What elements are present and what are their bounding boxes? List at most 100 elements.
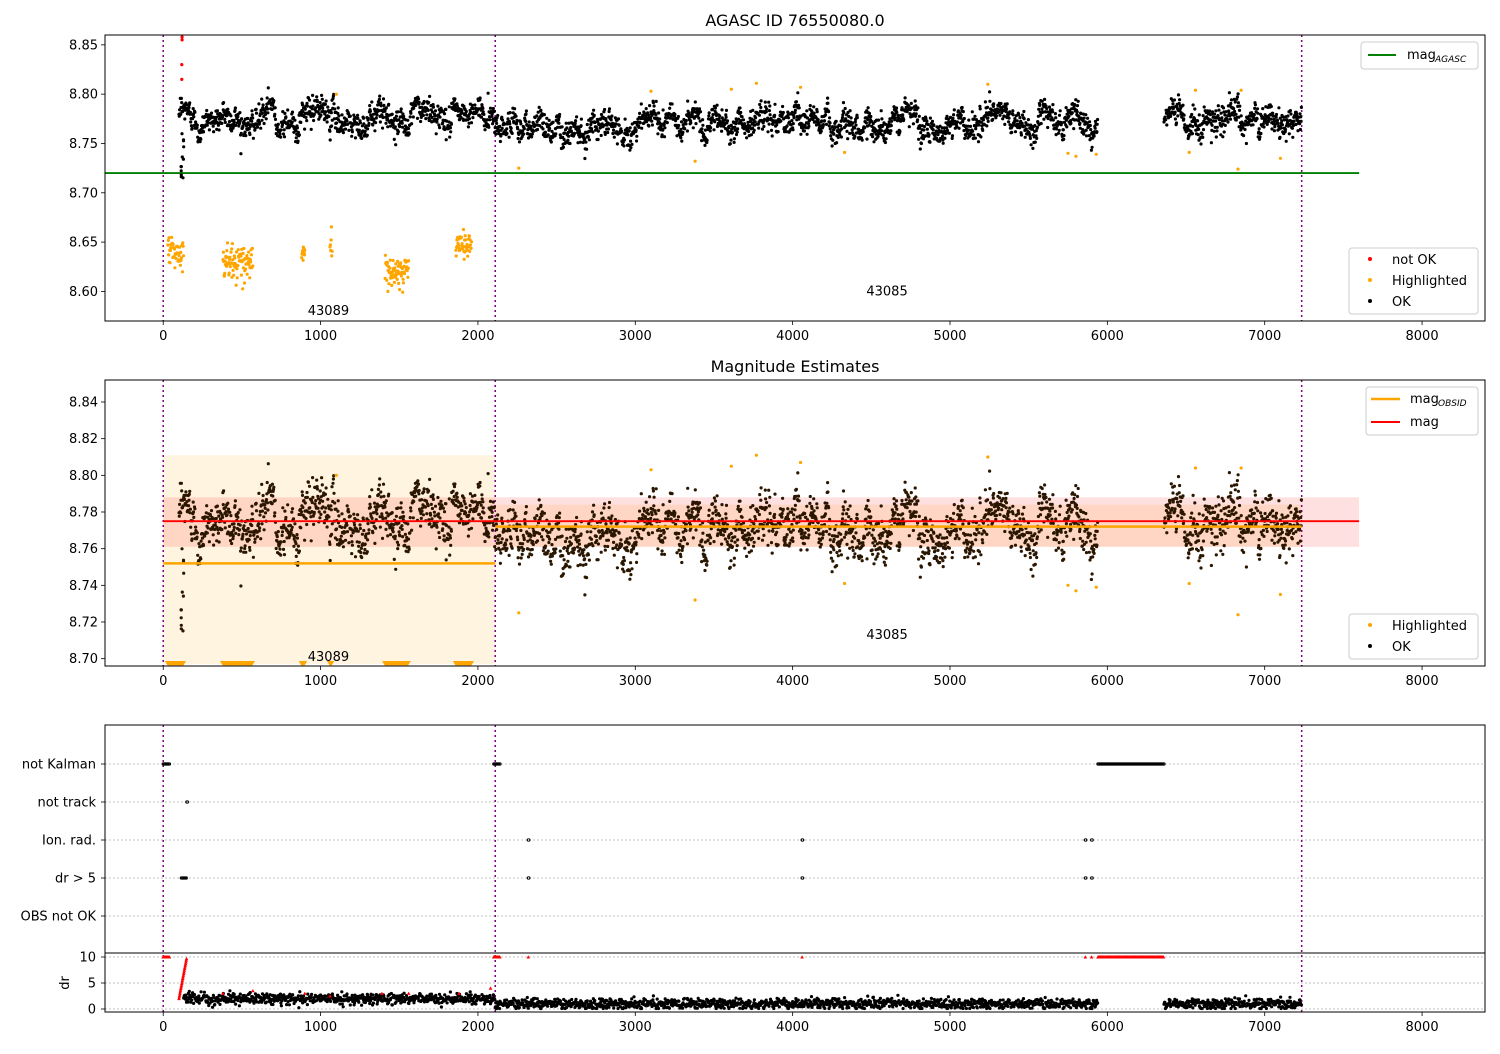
ok-point [1198,113,1201,116]
ok-point [606,131,609,134]
ok-point [791,128,794,131]
ok-point [340,535,343,538]
highlighted-point [1279,157,1282,160]
ok-point [448,497,451,500]
ok-point [1222,106,1225,109]
ok-point [820,130,823,133]
ok-point [1277,106,1280,109]
ok-point [945,115,948,118]
ok-point [668,500,671,503]
ok-point [679,555,682,558]
ok-point [321,98,324,101]
ok-point [647,124,650,127]
ok-point [359,551,362,554]
not-ok-point [181,35,184,38]
ok-point [890,124,893,127]
ok-point [301,490,304,493]
ok-point [381,537,384,540]
ok-point [538,498,541,501]
ok-point [532,543,535,546]
ok-point [716,104,719,107]
ok-point [1261,107,1264,110]
ok-point [601,534,604,537]
ok-point [373,129,376,132]
ok-point [518,563,521,566]
ok-point [1230,98,1233,101]
ok-point [492,120,495,123]
ok-point [382,104,385,107]
ok-point [1030,143,1033,146]
ok-point [762,125,765,128]
ok-point [308,485,311,488]
ok-point [647,113,650,116]
ok-point [1058,129,1061,132]
highlighted-point [247,263,250,266]
ok-point [562,146,565,149]
ok-point [543,113,546,116]
ok-point [427,489,430,492]
axes-frame [105,35,1485,321]
ok-point [441,527,444,530]
highlighted-point [401,291,404,294]
ok-point [694,488,697,491]
ok-point [974,137,977,140]
ok-point [229,514,232,517]
ok-point [233,504,236,507]
ok-point [677,124,680,127]
highlighted-point [236,276,239,279]
ok-point [1215,129,1218,132]
y-tick-label: 8.75 [69,137,98,152]
ok-point [681,549,684,552]
highlighted-point [240,274,243,277]
ok-point [496,114,499,117]
ok-point [1300,106,1303,109]
ok-point [385,499,388,502]
ok-point [628,129,631,132]
ok-point [1059,109,1062,112]
ok-point [590,538,593,541]
ok-point [216,109,219,112]
ok-point [1164,118,1167,121]
ok-point [252,137,255,140]
ok-point [443,534,446,537]
ok-point [396,547,399,550]
ok-point [489,500,492,503]
ok-point [868,124,871,127]
ok-point [499,562,502,565]
ok-point [228,511,231,514]
highlighted-point [331,250,334,253]
ok-point [238,508,241,511]
ok-point [1052,118,1055,121]
ok-point [974,127,977,130]
ok-point [516,538,519,541]
ok-point [850,116,853,119]
ok-point [205,109,208,112]
ok-point [655,100,658,103]
ok-point [714,106,717,109]
ok-point [208,540,211,543]
ok-point [668,107,671,110]
highlighted-point [397,282,400,285]
ok-point [616,142,619,145]
ok-point [238,528,241,531]
ok-point [592,504,595,507]
ok-point [1018,116,1021,119]
ok-point [319,114,322,117]
ok-point [224,526,227,529]
ok-point [324,110,327,113]
ok-point [519,122,522,125]
ok-point [273,113,276,116]
ok-point [908,125,911,128]
ok-point [479,96,482,99]
ok-point [303,539,306,542]
ok-point [311,105,314,108]
ok-point [1035,137,1038,140]
ok-point [1031,147,1034,150]
ok-point [259,127,262,130]
ok-point [217,124,220,127]
ok-point [779,120,782,123]
ok-point [861,139,864,142]
ok-point [548,531,551,534]
ok-point [387,103,390,106]
ok-point [258,513,261,516]
